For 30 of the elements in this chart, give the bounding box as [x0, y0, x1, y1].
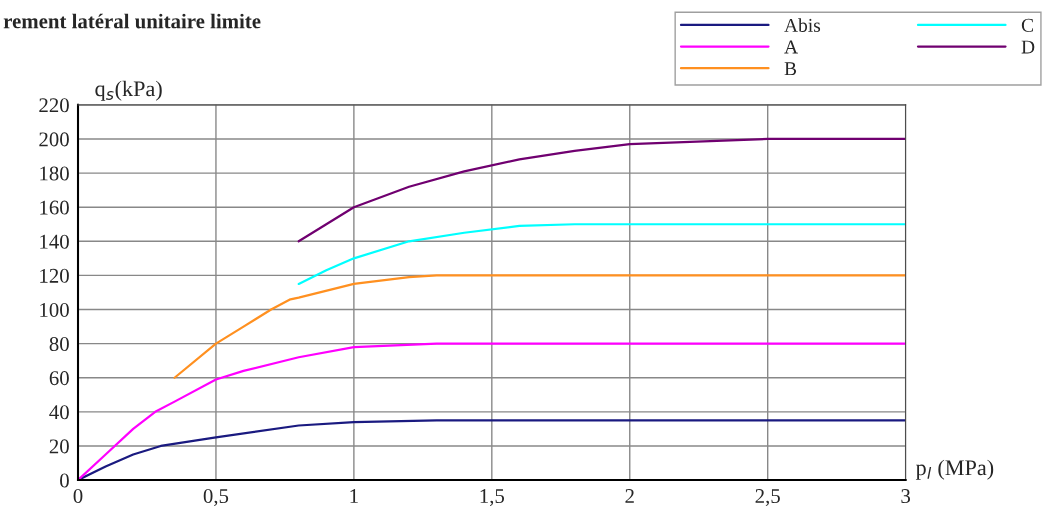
y-tick-label: 40 [49, 405, 69, 420]
y-tick-label: 200 [39, 132, 69, 147]
x-tick-label: 2 [625, 489, 634, 503]
x-axis-title: p$_{l}$ (MPa) [915, 459, 994, 480]
y-tick-label: 120 [40, 268, 69, 283]
y-tick-label: 60 [49, 371, 69, 386]
y-tick-label: 160 [40, 200, 69, 215]
legend-label: A [784, 40, 798, 54]
x-tick-label: 2,5 [755, 489, 780, 507]
y-tick-label: 0 [60, 473, 69, 488]
line-series [297, 223, 906, 286]
y-tick-label: 140 [40, 234, 69, 249]
x-tick-label: 3 [901, 489, 911, 504]
x-tick-label: 0,5 [203, 489, 229, 507]
legend-label: Abis [784, 18, 821, 32]
y-tick-label: 180 [40, 166, 69, 181]
legend-label: C [1021, 18, 1033, 32]
x-tick-label: 0 [73, 489, 83, 504]
line-series [173, 274, 906, 379]
x-tick-label: 1 [350, 489, 358, 503]
y-tick-label: 20 [49, 439, 69, 454]
line-series [297, 137, 906, 243]
x-tick-label: 1,5 [480, 489, 505, 507]
chart-title: rement latéral unitaire limite [3, 13, 261, 29]
legend-label: D [1021, 40, 1035, 54]
legend-label: B [784, 62, 797, 76]
y-tick-label: 80 [49, 337, 69, 352]
y-tick-label: 220 [39, 98, 69, 113]
y-tick-label: 100 [40, 302, 69, 317]
y-axis-title: q$_{s}$(kPa) [95, 80, 162, 101]
